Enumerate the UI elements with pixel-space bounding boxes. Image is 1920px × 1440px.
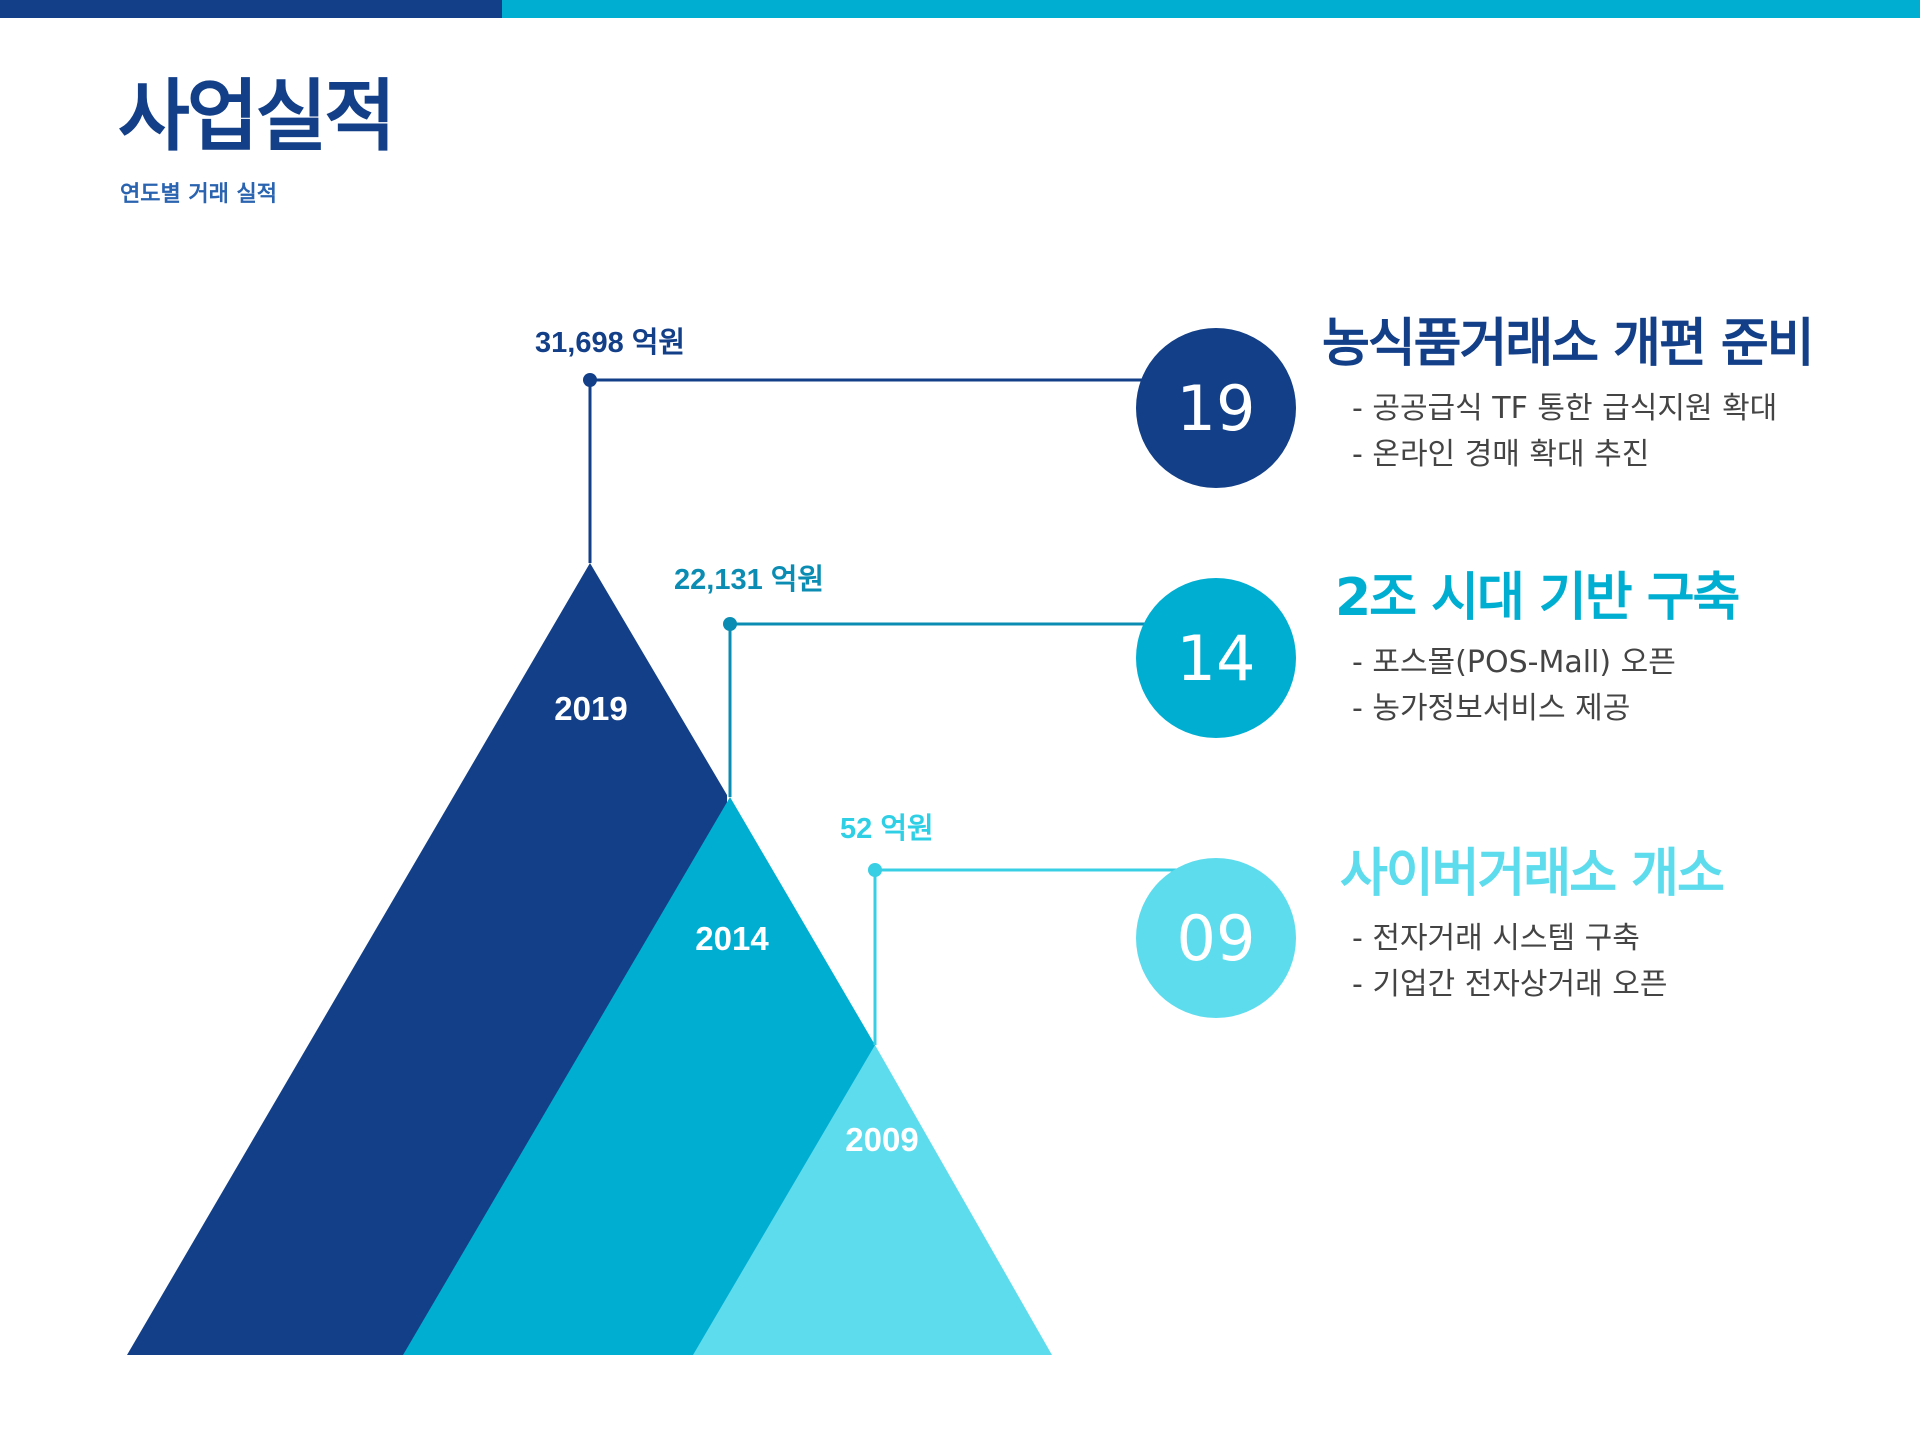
amount-label-2019: 31,698 억원 <box>535 326 685 359</box>
milestone-bullets-2019: - 공공급식 TF 통한 급식지원 확대 - 온라인 경매 확대 추진 <box>1352 386 1813 478</box>
bullet-item: - 기업간 전자상거래 오픈 <box>1352 967 1668 1002</box>
bullet-item: - 포스몰(POS-Mall) 오픈 <box>1352 645 1676 680</box>
milestone-heading-2014: 2조 시대 기반 구축 <box>1335 568 1740 628</box>
leader-dot-2014 <box>723 617 737 631</box>
milestone-bullets-2009: - 전자거래 시스템 구축 - 기업간 전자상거래 오픈 <box>1352 916 1723 1008</box>
mountain-2014 <box>403 797 875 1355</box>
milestone-2014: 2조 시대 기반 구축 - 포스몰(POS-Mall) 오픈 - 농가정보서비스… <box>1335 568 1740 732</box>
leader-line-2009 <box>873 868 1180 1045</box>
bullet-item: - 온라인 경매 확대 추진 <box>1352 437 1650 472</box>
milestone-bullets-2014: - 포스몰(POS-Mall) 오픈 - 농가정보서비스 제공 <box>1352 640 1738 732</box>
top-accent-bar <box>0 0 1920 18</box>
badge-circle-14 <box>1136 578 1296 738</box>
milestone-2009: 사이버거래소 개소 - 전자거래 시스템 구축 - 기업간 전자상거래 오픈 <box>1340 844 1725 1008</box>
milestone-2019: 농식품거래소 개편 준비 - 공공급식 TF 통한 급식지원 확대 - 온라인 … <box>1322 314 1815 478</box>
amount-label-2009: 52 억원 <box>840 812 934 845</box>
year-label-2009: 2009 <box>845 1121 918 1158</box>
bullet-item: - 농가정보서비스 제공 <box>1352 691 1631 726</box>
bullet-item: - 공공급식 TF 통한 급식지원 확대 <box>1352 391 1778 426</box>
badge-number-09: 09 <box>1177 902 1256 975</box>
year-label-2014: 2014 <box>695 920 769 957</box>
badge-circle-09 <box>1136 858 1296 1018</box>
milestone-heading-2009: 사이버거래소 개소 <box>1340 844 1725 904</box>
leader-line-2014 <box>728 622 1175 797</box>
badge-number-14: 14 <box>1177 622 1256 695</box>
page-title: 사업실적 <box>118 72 396 162</box>
milestone-heading-2019: 농식품거래소 개편 준비 <box>1322 314 1815 374</box>
amount-label-2014: 22,131 억원 <box>674 563 824 596</box>
top-accent-bar-dark <box>0 0 502 18</box>
year-label-2019: 2019 <box>554 690 627 727</box>
mountain-2009 <box>693 1045 1052 1355</box>
badge-circle-19 <box>1136 328 1296 488</box>
page-subtitle: 연도별 거래 실적 <box>120 182 277 207</box>
bullet-item: - 전자거래 시스템 구축 <box>1352 921 1640 956</box>
top-accent-bar-light <box>502 0 1920 18</box>
leader-dot-2009 <box>868 863 882 877</box>
leader-line-2019 <box>588 378 1175 563</box>
leader-dot-2019 <box>583 373 597 387</box>
badge-number-19: 19 <box>1177 372 1256 445</box>
